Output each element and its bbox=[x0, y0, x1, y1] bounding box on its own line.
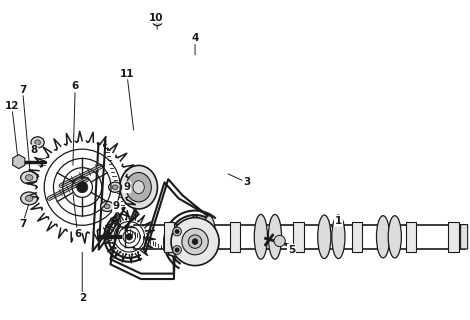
Ellipse shape bbox=[126, 172, 151, 202]
Circle shape bbox=[182, 228, 208, 255]
Text: 10: 10 bbox=[149, 12, 164, 23]
Text: 8: 8 bbox=[30, 145, 38, 156]
Text: 4: 4 bbox=[191, 33, 199, 44]
Ellipse shape bbox=[133, 181, 144, 194]
Ellipse shape bbox=[254, 214, 267, 259]
Ellipse shape bbox=[25, 196, 33, 201]
Circle shape bbox=[175, 229, 179, 234]
Ellipse shape bbox=[101, 201, 114, 212]
Ellipse shape bbox=[21, 171, 38, 184]
Circle shape bbox=[126, 234, 133, 240]
FancyBboxPatch shape bbox=[406, 222, 416, 252]
Polygon shape bbox=[169, 224, 210, 259]
Circle shape bbox=[171, 218, 219, 266]
Text: 9: 9 bbox=[113, 201, 120, 212]
FancyBboxPatch shape bbox=[164, 222, 174, 252]
Circle shape bbox=[192, 239, 198, 244]
Polygon shape bbox=[13, 155, 25, 169]
Ellipse shape bbox=[25, 175, 33, 180]
Ellipse shape bbox=[332, 215, 345, 259]
Text: 9: 9 bbox=[123, 182, 131, 192]
Ellipse shape bbox=[203, 216, 216, 258]
Circle shape bbox=[175, 248, 179, 252]
Ellipse shape bbox=[268, 214, 282, 259]
Ellipse shape bbox=[31, 137, 44, 148]
Ellipse shape bbox=[104, 204, 110, 209]
FancyBboxPatch shape bbox=[461, 225, 468, 249]
FancyBboxPatch shape bbox=[448, 222, 459, 252]
Circle shape bbox=[274, 235, 285, 247]
FancyBboxPatch shape bbox=[230, 222, 240, 252]
Circle shape bbox=[188, 235, 202, 248]
Text: 7: 7 bbox=[19, 84, 26, 95]
Ellipse shape bbox=[152, 16, 163, 26]
Ellipse shape bbox=[109, 182, 122, 192]
Text: 7: 7 bbox=[19, 219, 26, 229]
Circle shape bbox=[77, 182, 88, 193]
Ellipse shape bbox=[35, 140, 40, 145]
Ellipse shape bbox=[120, 165, 157, 209]
Ellipse shape bbox=[112, 185, 118, 189]
Text: 6: 6 bbox=[71, 81, 79, 92]
Ellipse shape bbox=[21, 192, 38, 205]
Ellipse shape bbox=[388, 216, 401, 258]
FancyBboxPatch shape bbox=[293, 222, 304, 252]
Ellipse shape bbox=[376, 216, 390, 258]
Ellipse shape bbox=[318, 215, 331, 259]
Text: 5: 5 bbox=[288, 244, 295, 255]
Text: 2: 2 bbox=[78, 292, 86, 303]
Text: 6: 6 bbox=[74, 228, 81, 239]
Ellipse shape bbox=[155, 19, 160, 23]
Text: 11: 11 bbox=[120, 68, 134, 79]
FancyBboxPatch shape bbox=[352, 222, 362, 252]
Circle shape bbox=[173, 246, 181, 254]
Text: 3: 3 bbox=[243, 177, 251, 188]
Circle shape bbox=[173, 227, 181, 236]
Ellipse shape bbox=[188, 216, 202, 258]
Text: 12: 12 bbox=[5, 100, 19, 111]
Text: 1: 1 bbox=[335, 216, 342, 226]
